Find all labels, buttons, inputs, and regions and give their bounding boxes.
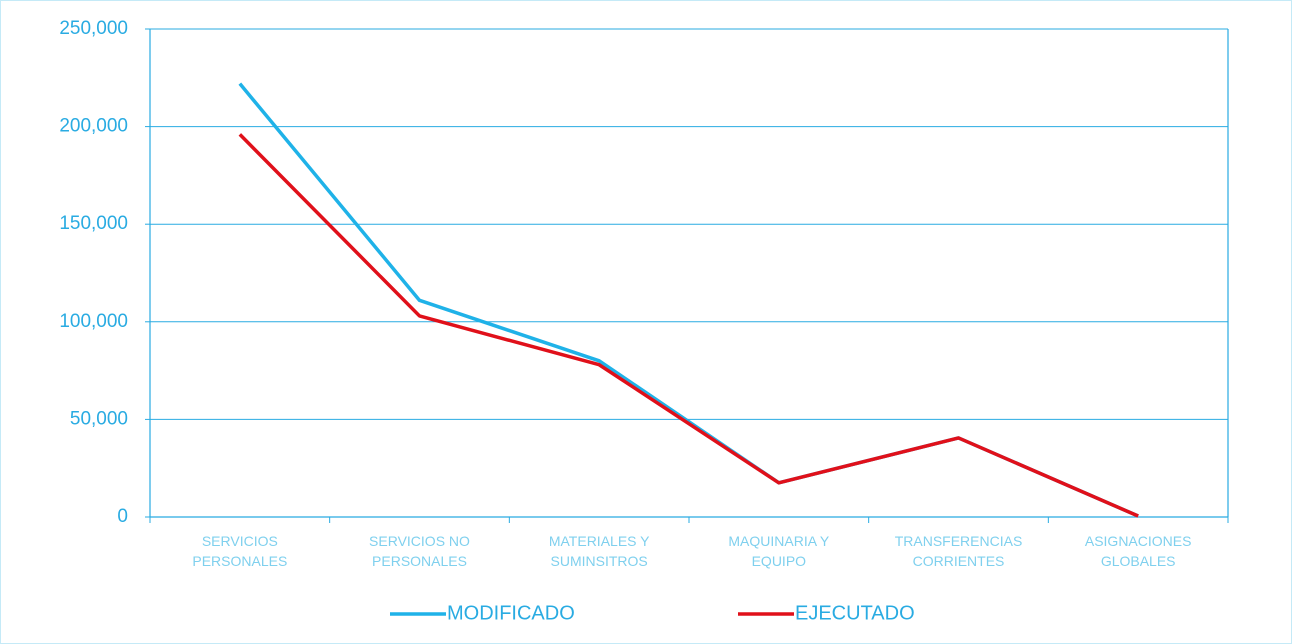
- series-line: [238, 133, 1139, 518]
- x-tick-label: SERVICIOS PERSONALES: [192, 533, 287, 569]
- x-tick-label: SERVICIOS NO PERSONALES: [369, 533, 470, 569]
- y-tick-label: 150,000: [59, 213, 128, 234]
- y-tick-label: 0: [117, 506, 128, 527]
- x-tick-label: ASIGNACIONES GLOBALES: [1085, 533, 1192, 569]
- y-tick-label: 200,000: [59, 116, 128, 137]
- y-tick-label: 250,000: [59, 18, 128, 39]
- series-line: [238, 82, 1139, 518]
- x-tick-label: TRANSFERENCIAS CORRIENTES: [895, 533, 1023, 569]
- legend-label: MODIFICADO: [447, 602, 575, 624]
- y-tick-label: 50,000: [70, 408, 128, 429]
- x-tick-label: MAQUINARIA Y EQUIPO: [728, 533, 830, 569]
- legend-label: EJECUTADO: [795, 602, 915, 624]
- y-tick-label: 100,000: [59, 311, 128, 332]
- x-tick-label: MATERIALES Y SUMINSITROS: [549, 533, 650, 569]
